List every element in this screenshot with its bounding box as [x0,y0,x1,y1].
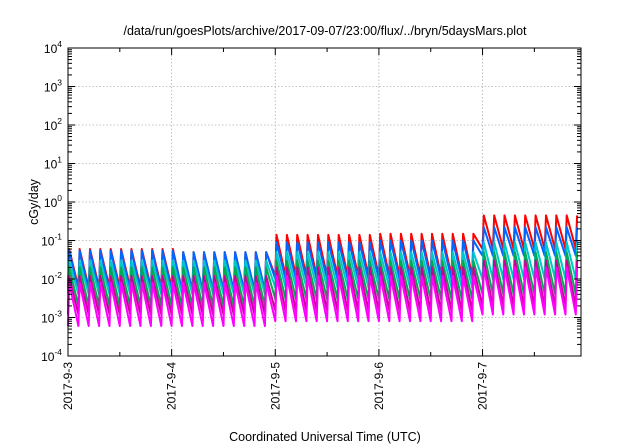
y-tick-exponent: 0 [57,193,62,203]
y-tick-base: 10 [41,350,55,364]
y-tick-base: 10 [44,42,58,56]
y-tick-exponent: -2 [54,270,62,280]
x-tick-label: 2017-9-4 [165,362,179,410]
chart-title: /data/run/goesPlots/archive/2017-09-07/2… [123,24,527,38]
y-tick-label: 101 [44,155,62,172]
y-tick-label: 10-2 [41,270,62,287]
y-tick-exponent: 2 [57,116,62,126]
y-tick-exponent: 1 [57,155,62,165]
y-tick-exponent: -3 [54,309,62,319]
y-tick-label: 100 [44,193,62,210]
y-tick-label: 10-3 [41,309,62,326]
y-axis-label: cGy/day [27,178,41,225]
y-tick-base: 10 [41,312,55,326]
y-tick-label: 10-4 [41,347,62,364]
x-tick-label: 2017-9-3 [61,362,75,410]
y-tick-base: 10 [44,158,58,172]
y-tick-label: 103 [44,78,62,95]
y-tick-base: 10 [44,119,58,133]
x-axis-label: Coordinated Universal Time (UTC) [229,430,421,444]
y-tick-label: 10-1 [41,232,62,249]
y-tick-base: 10 [44,81,58,95]
y-tick-base: 10 [41,273,55,287]
y-tick-exponent: -1 [54,232,62,242]
x-tick-label: 2017-9-6 [372,362,386,410]
y-tick-label: 102 [44,116,62,133]
y-tick-exponent: 4 [57,39,62,49]
x-tick-label: 2017-9-5 [268,362,282,410]
y-tick-exponent: -4 [54,347,62,357]
y-tick-exponent: 3 [57,78,62,88]
y-tick-label: 104 [44,39,62,56]
x-tick-label: 2017-9-7 [476,362,490,410]
x-axis: 2017-9-3 2017-9-4 2017-9-5 2017-9-6 2017-9-7 [61,48,535,410]
y-tick-base: 10 [41,235,55,249]
y-tick-base: 10 [44,196,58,210]
series-line-6 [67,266,579,327]
series-group [67,214,579,327]
